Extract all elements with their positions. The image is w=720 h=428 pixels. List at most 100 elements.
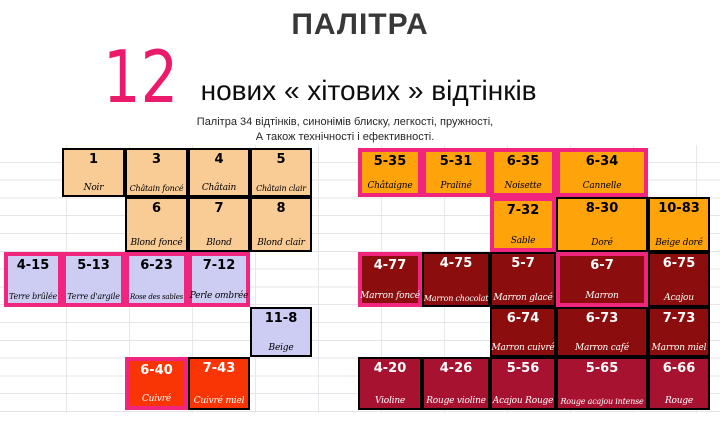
shade-cell-6-75: 6-75 Acajou	[648, 252, 710, 307]
shade-name: Marron miel	[651, 343, 707, 353]
shade-code: 7-43	[202, 361, 236, 376]
slide-title: ПАЛІТРА	[291, 8, 429, 41]
shade-code: 6-66	[662, 361, 696, 376]
shade-name: Châtaigne	[367, 181, 413, 191]
shade-name: Doré	[591, 238, 613, 248]
shade-cell-4: 4 Châtain	[188, 148, 250, 197]
shade-code: 8-30	[585, 201, 619, 216]
shade-cell-4-20: 4-20 Violine	[358, 357, 422, 410]
shade-cell-5-65: 5-65 Rouge acajou intense	[556, 357, 648, 410]
shade-code: 5-13	[77, 258, 110, 273]
shade-cell-10-83: 10-83 Beige doré	[648, 197, 710, 252]
shade-cell-8: 8 Blond clair	[250, 197, 312, 252]
shade-name: Noisette	[504, 181, 542, 191]
shade-code: 8	[276, 201, 286, 216]
shade-cell-7-73: 7-73 Marron miel	[648, 307, 710, 357]
shade-cell-5-7: 5-7 Marron glacé	[490, 252, 556, 307]
hero-headline: нових « хітових » відтінків	[200, 75, 537, 107]
shade-code: 5-31	[439, 154, 473, 169]
shade-name: Acajou	[664, 293, 694, 303]
shade-cell-4-75: 4-75 Marron chocolat	[422, 252, 490, 307]
shade-cell-6-7: 6-7 Marron	[556, 252, 648, 307]
shade-cell-5: 5 Châtain clair	[250, 148, 312, 197]
shade-code: 6-35	[506, 154, 540, 169]
shade-code: 7-32	[506, 203, 540, 218]
shade-cell-3: 3 Châtain foncé	[125, 148, 188, 197]
shade-code: 4-20	[373, 361, 407, 376]
shade-name: Marron cuivré	[491, 343, 555, 353]
shade-code: 7	[214, 201, 224, 216]
shade-code: 4-15	[16, 258, 50, 273]
subtitle-line-2: А також технічності і ефективності.	[255, 130, 435, 143]
shade-cell-8-30: 8-30 Doré	[556, 197, 648, 252]
shade-cell-5-35: 5-35 Châtaigne	[358, 148, 422, 197]
shade-code: 7-73	[662, 311, 696, 326]
shade-name: Châtain clair	[256, 184, 306, 193]
shade-cell-5-56: 5-56 Acajou Rouge	[490, 357, 556, 410]
subtitle-line-1: Палітра 34 відтінків, синонімів блиску, …	[196, 116, 494, 128]
shade-code: 1	[88, 152, 99, 167]
shade-code: 5-35	[373, 154, 407, 169]
shade-name: Blond clair	[257, 238, 305, 248]
shade-code: 5-56	[506, 361, 540, 376]
shade-cell-6-23: 6-23 Rose des sables	[125, 252, 188, 307]
shade-cell-4-77: 4-77 Marron foncé	[358, 252, 422, 307]
shade-code: 6	[151, 201, 162, 216]
shade-cell-6-40: 6-40 Cuivré	[125, 357, 188, 410]
shade-cell-6-74: 6-74 Marron cuivré	[490, 307, 556, 357]
shade-name: Beige doré	[655, 238, 703, 248]
shade-name: Perle ombrée	[189, 291, 249, 301]
shade-cell-1: 1 Noir	[62, 148, 125, 197]
shade-cell-6-66: 6-66 Rouge	[648, 357, 710, 410]
shade-code: 7-12	[202, 258, 236, 273]
shade-cell-7-43: 7-43 Cuivré miel	[188, 357, 250, 410]
shade-name: Rouge violine	[426, 396, 486, 406]
shade-name: Terre d'argile	[67, 292, 120, 301]
shade-cell-5-31: 5-31 Praliné	[422, 148, 490, 197]
shade-code: 5-65	[585, 361, 619, 376]
shade-cell-6: 6 Blond foncé	[125, 197, 188, 252]
shade-name: Acajou Rouge	[492, 396, 554, 406]
shade-code: 6-40	[140, 363, 173, 378]
shade-name: Cuivré miel	[193, 396, 245, 406]
shade-name: Cannelle	[582, 181, 622, 191]
shade-code: 4-26	[439, 361, 473, 376]
shade-name: Marron chocolat	[423, 294, 489, 303]
shade-cell-5-13: 5-13 Terre d'argile	[62, 252, 125, 307]
shade-name: Rouge acajou intense	[560, 397, 644, 406]
shade-cell-4-26: 4-26 Rouge violine	[422, 357, 490, 410]
shade-code: 6-7	[590, 258, 614, 273]
shade-code: 5-7	[511, 256, 535, 271]
shade-code: 6-75	[662, 256, 696, 271]
shade-code: 4-75	[439, 256, 473, 271]
shade-code: 6-74	[506, 311, 540, 326]
shade-cell-7-12: 7-12 Perle ombrée	[188, 252, 250, 307]
shade-code: 4-77	[373, 258, 407, 273]
shade-name: Marron café	[574, 343, 630, 353]
shade-code: 5	[276, 152, 286, 167]
shade-name: Rose des sables	[129, 293, 184, 301]
shade-name: Praliné	[440, 181, 472, 191]
shade-code: 6-23	[140, 258, 173, 273]
shade-cell-6-73: 6-73 Marron café	[556, 307, 648, 357]
shade-code: 6-73	[585, 311, 619, 326]
shade-cell-4-15: 4-15 Terre brûlée	[4, 252, 62, 307]
shade-name: Beige	[268, 343, 294, 353]
shade-cell-6-34: 6-34 Cannelle	[556, 148, 648, 197]
shade-name: Noir	[83, 183, 104, 193]
shade-name: Rouge	[664, 396, 694, 406]
shade-code: 11-8	[264, 311, 298, 326]
shade-cell-11-8: 11-8 Beige	[250, 307, 312, 357]
shade-name: Blond	[206, 238, 232, 248]
shade-code: 6-34	[585, 154, 619, 169]
shade-name: Violine	[374, 396, 406, 406]
shade-cell-7-32: 7-32 Sable	[490, 197, 556, 252]
shade-code: 4	[214, 152, 224, 167]
subtitle: Палітра 34 відтінків, синонімів блиску, …	[140, 115, 550, 144]
shade-name: Terre brûlée	[8, 292, 58, 301]
shade-name: Sable	[510, 236, 536, 246]
shade-name: Marron	[585, 291, 619, 301]
hero-number: 12	[103, 35, 179, 119]
shade-name: Marron foncé	[360, 291, 420, 301]
